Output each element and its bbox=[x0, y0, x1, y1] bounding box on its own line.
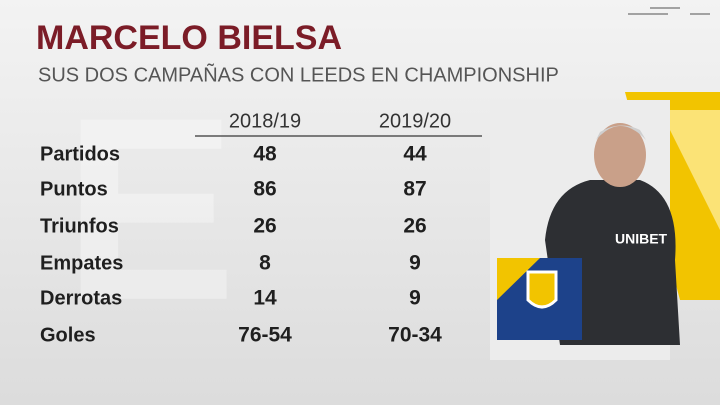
watermark: E bbox=[63, 65, 236, 355]
cell-value: 48 bbox=[253, 143, 277, 166]
row-label: Goles bbox=[40, 324, 96, 346]
cell-value: 8 bbox=[259, 252, 271, 275]
subtitle: SUS DOS CAMPAÑAS CON LEEDS EN CHAMPIONSH… bbox=[38, 62, 559, 86]
row-label: Partidos bbox=[40, 143, 120, 165]
row-label: Derrotas bbox=[40, 287, 122, 309]
cell-value: 76-54 bbox=[238, 324, 292, 347]
cell-value: 86 bbox=[253, 178, 276, 201]
cell-value: 44 bbox=[403, 143, 427, 166]
cell-value: 9 bbox=[409, 252, 421, 275]
svg-text:UNIBET: UNIBET bbox=[615, 231, 668, 247]
row-label: Empates bbox=[40, 252, 123, 274]
row-label: Triunfos bbox=[40, 215, 119, 237]
cell-value: 26 bbox=[253, 215, 276, 238]
column-header: 2018/19 bbox=[229, 110, 301, 132]
cell-value: 14 bbox=[253, 287, 277, 310]
title: MARCELO BIELSA bbox=[36, 19, 342, 57]
column-header: 2019/20 bbox=[379, 110, 451, 132]
stats-table: 2018/19 2019/20 Partidos 48 44 Puntos 86 87 Triu… bbox=[40, 110, 451, 346]
cell-value: 87 bbox=[403, 178, 426, 201]
menu-icon bbox=[628, 7, 710, 15]
row-label: Puntos bbox=[40, 178, 108, 200]
photo: UNIBET bbox=[490, 92, 720, 360]
cell-value: 9 bbox=[409, 287, 421, 310]
cell-value: 70-34 bbox=[388, 324, 442, 347]
cell-value: 26 bbox=[403, 215, 426, 238]
